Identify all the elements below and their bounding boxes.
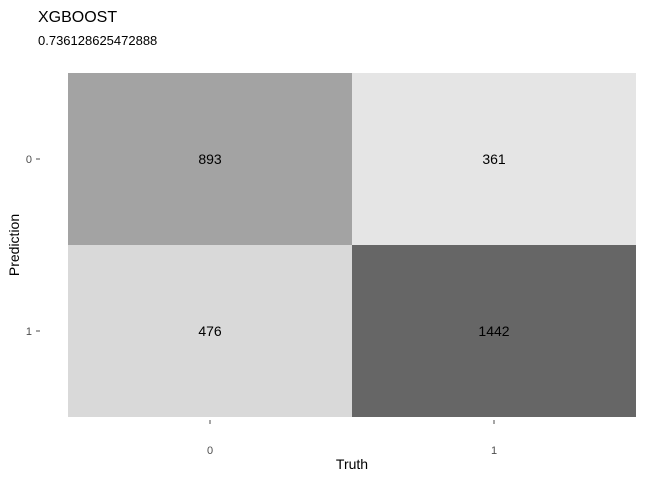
cell-value-label: 1442 bbox=[478, 323, 509, 339]
heatmap-cell-truth-1-prediction-1 bbox=[352, 245, 636, 417]
heatmap-cell-truth-1-prediction-0 bbox=[352, 73, 636, 245]
y-axis-title: Prediction bbox=[6, 214, 22, 276]
x-axis-title: Truth bbox=[336, 456, 368, 472]
chart-title: XGBOOST bbox=[38, 9, 117, 26]
heatmap-cell-labels: 893 361 476 1442 bbox=[198, 151, 509, 339]
x-tick-label: 1 bbox=[491, 445, 497, 457]
heatmap-cell-truth-0-prediction-0 bbox=[68, 73, 352, 245]
cell-value-label: 476 bbox=[198, 323, 222, 339]
heatmap-cells bbox=[68, 73, 636, 417]
y-tick-label: 1 bbox=[26, 326, 32, 338]
cell-value-label: 361 bbox=[482, 151, 506, 167]
chart-subtitle: 0.736128625472888 bbox=[38, 33, 157, 48]
x-tick-label: 0 bbox=[207, 445, 213, 457]
cell-value-label: 893 bbox=[198, 151, 222, 167]
heatmap-cell-truth-0-prediction-1 bbox=[68, 245, 352, 417]
y-axis-ticks: 01 bbox=[26, 154, 40, 338]
y-tick-label: 0 bbox=[26, 154, 32, 166]
